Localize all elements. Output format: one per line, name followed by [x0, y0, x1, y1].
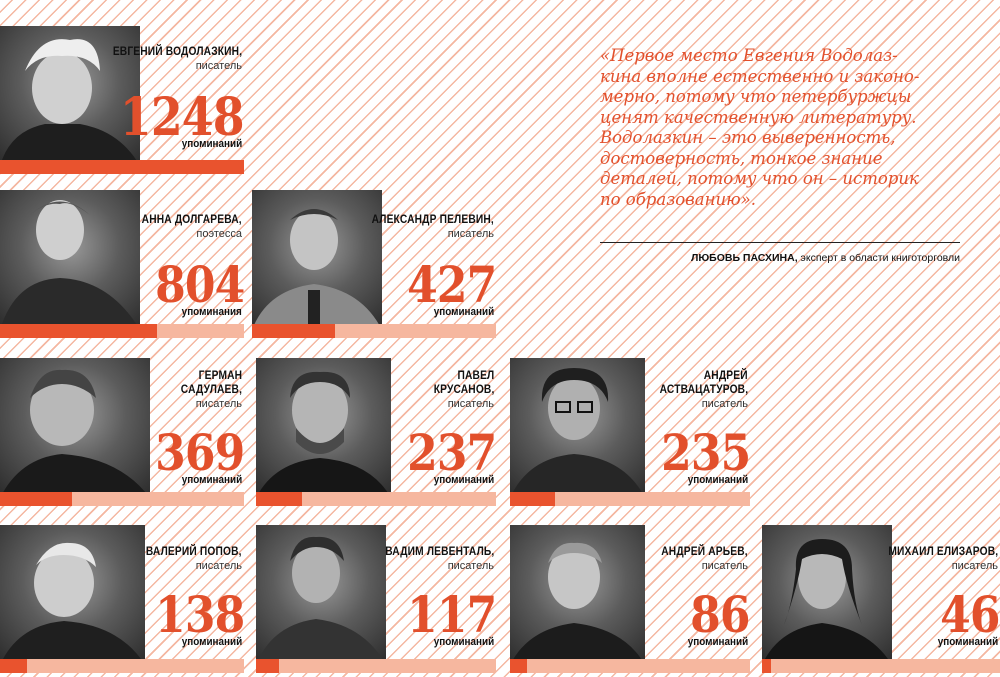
mention-bar-fill [0, 324, 158, 338]
quote-line: кина вполне естественно и законо- [600, 66, 920, 86]
writer-name-line1: ПАВЕЛ [457, 368, 494, 382]
writer-card-sadulaev: ГЕРМАН САДУЛАЕВ, писатель 369 упоминаний [0, 350, 244, 508]
mention-bar-fill [0, 659, 27, 673]
mention-bar-fill [0, 492, 73, 506]
quote-line: Водолазкин – это выверенность, [600, 128, 896, 147]
expert-quote: «Первое место Евгения Водолаз- кина впол… [600, 46, 960, 210]
mention-bar [0, 324, 244, 338]
mention-unit: упоминаний [937, 636, 998, 648]
writer-photo [0, 358, 150, 498]
quote-line: ценят качественную литературу. [600, 107, 917, 127]
writer-name-line1: АНДРЕЙ [704, 368, 748, 382]
writer-photo [510, 358, 645, 498]
mention-count: 86 [690, 585, 750, 644]
writer-role: писатель [951, 560, 998, 572]
quote-attribution: ЛЮБОВЬ ПАСХИНА, эксперт в области книгот… [691, 252, 960, 264]
writer-card-pelevin: АЛЕКСАНДР ПЕЛЕВИН, писатель 427 упоминан… [252, 182, 496, 340]
quote-divider [600, 242, 960, 243]
expert-name: ЛЮБОВЬ ПАСХИНА, [690, 252, 798, 264]
quote-line: «Первое место Евгения Водолаз- [600, 46, 898, 65]
writer-role: писатель [447, 560, 494, 572]
mention-unit: упоминаний [433, 474, 494, 486]
mention-bar-fill [510, 492, 556, 506]
writer-role: писатель [195, 398, 242, 410]
mention-bar-fill [0, 160, 244, 174]
quote-line: мерно, потому что петербуржцы [600, 87, 912, 106]
mention-bar [0, 659, 244, 673]
writer-card-krusanov: ПАВЕЛ КРУСАНОВ, писатель 237 упоминаний [256, 350, 496, 508]
mention-bar [252, 324, 496, 338]
writer-photo [252, 190, 382, 330]
expert-role: эксперт в области книготорговли [797, 252, 960, 264]
writer-name-line2: АСТВАЦАТУРОВ, [659, 382, 748, 396]
writer-card-levental: ВАДИМ ЛЕВЕНТАЛЬ, писатель 117 упоминаний [256, 520, 496, 677]
writer-card-popov: ВАЛЕРИЙ ПОПОВ, писатель 138 упоминаний [0, 520, 244, 677]
mention-bar [762, 659, 1000, 673]
mention-count: 46 [940, 585, 1000, 644]
writer-photo [762, 525, 892, 665]
writer-name-line2: САДУЛАЕВ, [180, 382, 242, 396]
mention-bar [256, 492, 496, 506]
mention-bar-fill [256, 492, 302, 506]
mention-bar-fill [762, 659, 771, 673]
quote-line: деталей, потому что он – историк [600, 169, 919, 188]
mention-bar [510, 659, 750, 673]
mention-unit: упоминаний [181, 138, 242, 150]
mention-unit: упоминаний [181, 636, 242, 648]
writer-name: ВАДИМ ЛЕВЕНТАЛЬ, [384, 544, 494, 558]
mention-bar [0, 160, 244, 174]
mention-unit: упоминаний [433, 306, 494, 318]
mention-count: 369 [154, 423, 244, 482]
writer-name: МИХАИЛ ЕЛИЗАРОВ, [888, 544, 998, 558]
mention-count: 427 [406, 255, 496, 314]
writer-role: писатель [701, 560, 748, 572]
writer-photo [510, 525, 645, 665]
mention-bar [0, 492, 244, 506]
writer-name: АНДРЕЙ АРЬЕВ, [661, 544, 748, 558]
writer-name-line2: КРУСАНОВ, [433, 382, 494, 396]
writer-role: писатель [195, 60, 242, 72]
mention-count: 138 [154, 585, 244, 644]
writer-role: поэтесса [196, 228, 242, 240]
writer-photo [256, 525, 386, 665]
writer-role: писатель [447, 228, 494, 240]
writer-photo [0, 26, 140, 166]
mention-bar-fill [252, 324, 336, 338]
quote-line: достоверность, тонкое знание [600, 148, 883, 168]
writer-role: писатель [195, 560, 242, 572]
writer-name: ЕВГЕНИЙ ВОДОЛАЗКИН, [112, 44, 242, 58]
mention-count: 235 [660, 423, 750, 482]
mention-bar [510, 492, 750, 506]
writer-photo [0, 525, 145, 665]
writer-role: писатель [447, 398, 494, 410]
mention-unit: упоминаний [687, 474, 748, 486]
mention-count: 804 [154, 255, 244, 314]
writer-card-astvatsaturov: АНДРЕЙ АСТВАЦАТУРОВ, писатель 235 упомин… [510, 350, 750, 508]
writer-name-line1: ГЕРМАН [198, 368, 242, 382]
quote-line: по образованию». [600, 189, 756, 209]
writer-card-aryev: АНДРЕЙ АРЬЕВ, писатель 86 упоминаний [510, 520, 750, 677]
mention-unit: упоминаний [433, 636, 494, 648]
mention-bar-fill [256, 659, 279, 673]
mention-unit: упоминаний [181, 474, 242, 486]
mention-count: 117 [406, 585, 496, 644]
mention-bar [256, 659, 496, 673]
writer-name: АННА ДОЛГАРЕВА, [141, 212, 242, 226]
writer-photo [256, 358, 391, 498]
writer-card-vodolazkin: ЕВГЕНИЙ ВОДОЛАЗКИН, писатель 1248 упомин… [0, 18, 244, 176]
writer-name: ВАЛЕРИЙ ПОПОВ, [146, 544, 242, 558]
writer-card-dolgareva: АННА ДОЛГАРЕВА, поэтесса 804 упоминания [0, 182, 244, 340]
mention-count: 1248 [120, 87, 244, 148]
mention-unit: упоминания [181, 306, 242, 318]
writer-name: АЛЕКСАНДР ПЕЛЕВИН, [371, 212, 494, 226]
mention-count: 237 [406, 423, 496, 482]
writer-role: писатель [701, 398, 748, 410]
mention-bar-fill [510, 659, 527, 673]
writer-card-elizarov: МИХАИЛ ЕЛИЗАРОВ, писатель 46 упоминаний [762, 520, 1000, 677]
mention-unit: упоминаний [687, 636, 748, 648]
writer-photo [0, 190, 140, 330]
